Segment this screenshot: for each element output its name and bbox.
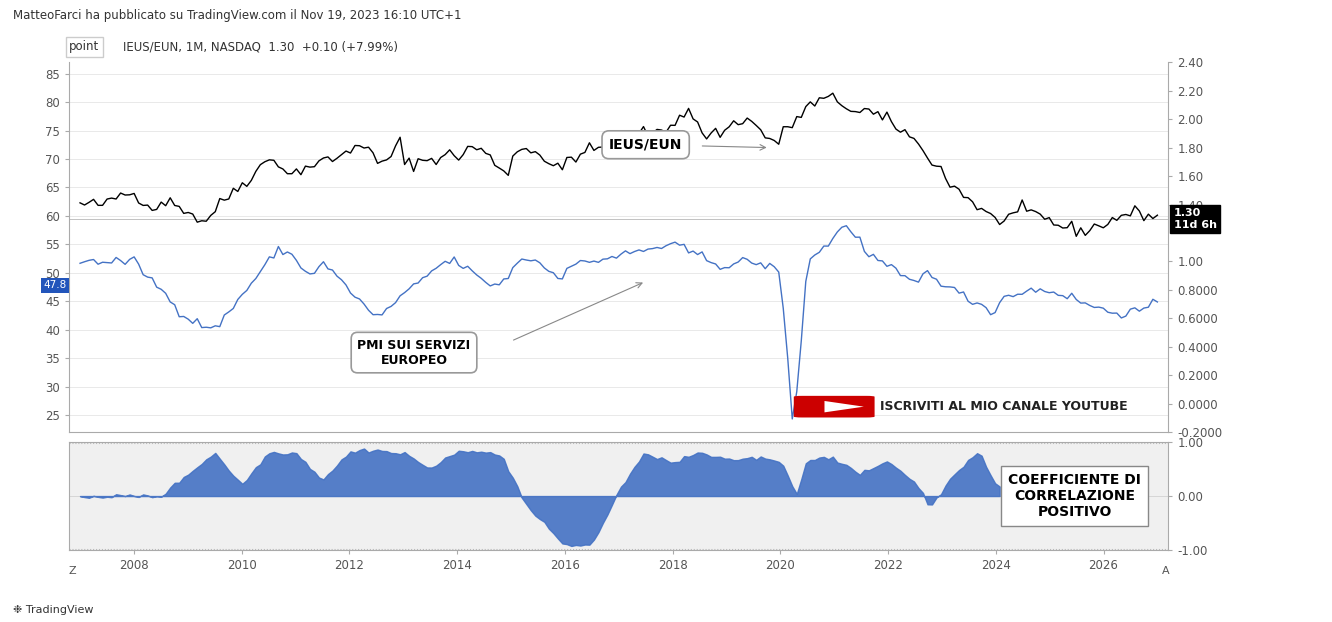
Polygon shape: [825, 401, 864, 412]
FancyBboxPatch shape: [794, 396, 875, 417]
Text: 47.8: 47.8: [43, 281, 67, 290]
Text: 1.30
11d 6h: 1.30 11d 6h: [1173, 208, 1216, 230]
Text: A: A: [1162, 566, 1169, 576]
Text: point: point: [69, 40, 100, 53]
Text: PMI SUI SERVIZI
EUROPEO: PMI SUI SERVIZI EUROPEO: [357, 338, 470, 366]
Text: IEUS/EUN: IEUS/EUN: [609, 137, 682, 152]
Text: Z: Z: [68, 566, 76, 576]
Text: ❉ TradingView: ❉ TradingView: [13, 605, 93, 615]
Text: IEUS/EUN, 1M, NASDAQ  1.30  +0.10 (+7.99%): IEUS/EUN, 1M, NASDAQ 1.30 +0.10 (+7.99%): [123, 40, 397, 53]
Text: ISCRIVITI AL MIO CANALE YOUTUBE: ISCRIVITI AL MIO CANALE YOUTUBE: [880, 400, 1128, 413]
Text: MatteoFarci ha pubblicato su TradingView.com il Nov 19, 2023 16:10 UTC+1: MatteoFarci ha pubblicato su TradingView…: [13, 9, 462, 22]
Text: COEFFICIENTE DI
CORRELAZIONE
POSITIVO: COEFFICIENTE DI CORRELAZIONE POSITIVO: [1008, 473, 1142, 519]
